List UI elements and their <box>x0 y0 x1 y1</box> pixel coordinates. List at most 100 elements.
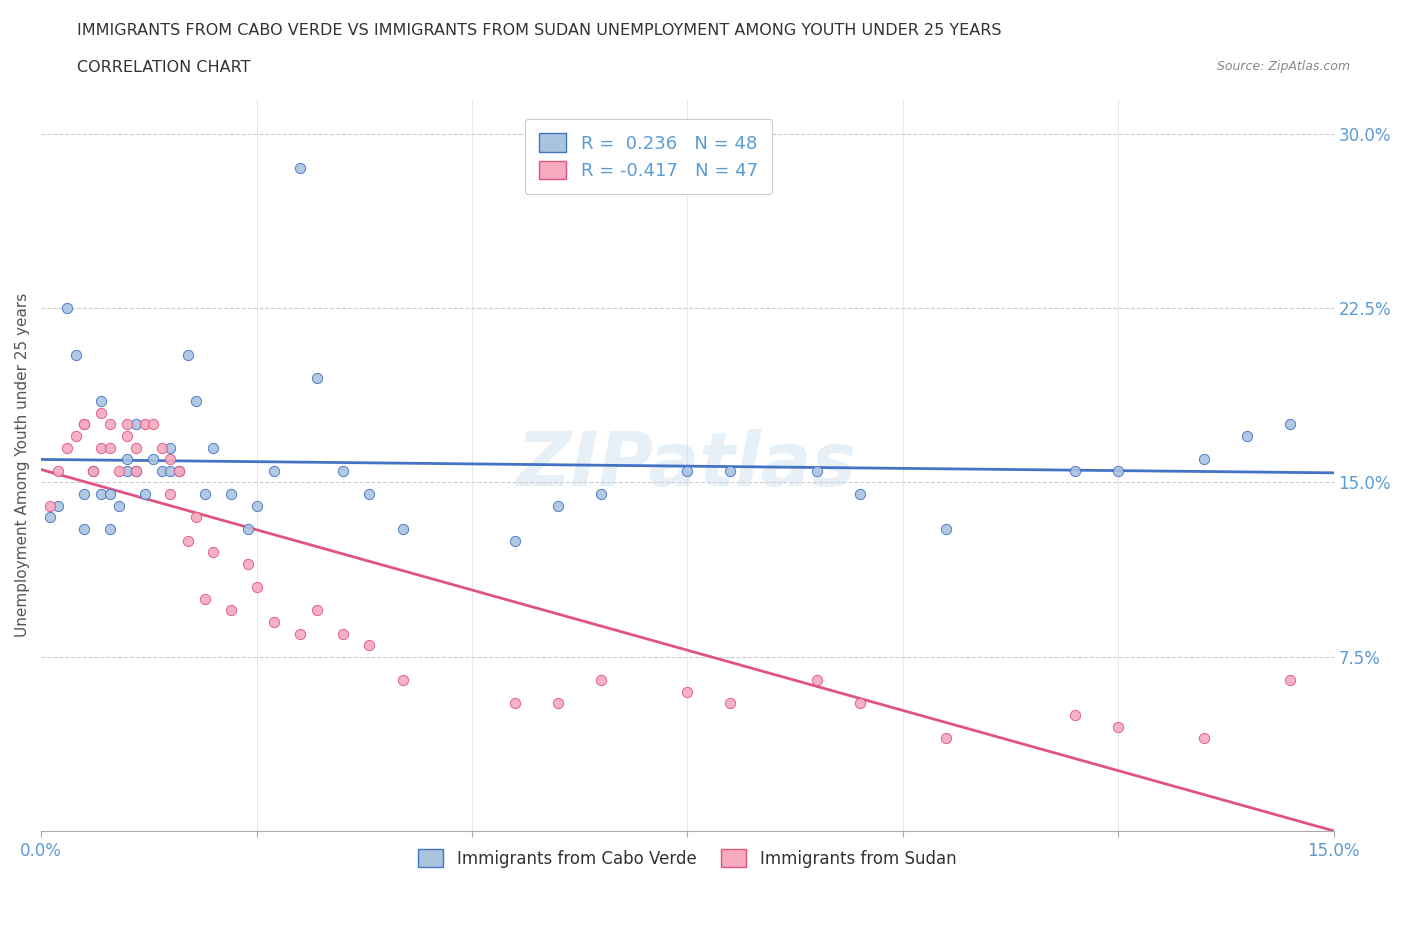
Point <box>125 417 148 432</box>
Point <box>176 533 198 548</box>
Point <box>806 463 828 478</box>
Point <box>159 486 181 501</box>
Point <box>202 545 225 560</box>
Point <box>117 452 139 467</box>
Point <box>98 522 121 537</box>
Point <box>134 486 156 501</box>
Point <box>38 498 60 513</box>
Text: ZIPatlas: ZIPatlas <box>517 429 858 501</box>
Point <box>935 731 957 746</box>
Point <box>90 393 112 408</box>
Point <box>117 463 139 478</box>
Point <box>73 486 96 501</box>
Point <box>202 440 225 455</box>
Point <box>56 300 79 315</box>
Point <box>117 429 139 444</box>
Point <box>167 463 190 478</box>
Point <box>73 417 96 432</box>
Point <box>245 579 267 594</box>
Point <box>82 463 104 478</box>
Point <box>1279 417 1302 432</box>
Point <box>676 684 699 699</box>
Point <box>107 498 129 513</box>
Point <box>1064 463 1087 478</box>
Point <box>98 417 121 432</box>
Point <box>392 522 415 537</box>
Point <box>357 486 380 501</box>
Point <box>1107 463 1129 478</box>
Point <box>288 626 311 641</box>
Point <box>219 486 242 501</box>
Point <box>38 510 60 525</box>
Point <box>125 463 148 478</box>
Point <box>263 463 285 478</box>
Point <box>56 440 79 455</box>
Point <box>186 510 208 525</box>
Point <box>676 463 699 478</box>
Point <box>1279 672 1302 687</box>
Point <box>332 626 354 641</box>
Point <box>591 486 613 501</box>
Point <box>503 696 526 711</box>
Point <box>1194 452 1216 467</box>
Point <box>219 603 242 618</box>
Point <box>65 347 87 362</box>
Point <box>357 638 380 653</box>
Point <box>194 591 217 606</box>
Point <box>167 463 190 478</box>
Point <box>1064 708 1087 723</box>
Y-axis label: Unemployment Among Youth under 25 years: Unemployment Among Youth under 25 years <box>15 293 30 637</box>
Point <box>1236 429 1258 444</box>
Point <box>150 440 173 455</box>
Point <box>718 696 741 711</box>
Text: CORRELATION CHART: CORRELATION CHART <box>77 60 250 75</box>
Point <box>117 417 139 432</box>
Point <box>73 522 96 537</box>
Point <box>245 498 267 513</box>
Point <box>46 463 69 478</box>
Point <box>263 615 285 630</box>
Point <box>98 486 121 501</box>
Point <box>98 440 121 455</box>
Point <box>1107 719 1129 734</box>
Point <box>305 370 328 385</box>
Point <box>503 533 526 548</box>
Point <box>591 672 613 687</box>
Point <box>935 522 957 537</box>
Point <box>73 417 96 432</box>
Point <box>107 463 129 478</box>
Legend: Immigrants from Cabo Verde, Immigrants from Sudan: Immigrants from Cabo Verde, Immigrants f… <box>412 843 963 874</box>
Point <box>90 486 112 501</box>
Point <box>806 672 828 687</box>
Point <box>82 463 104 478</box>
Point <box>305 603 328 618</box>
Point <box>392 672 415 687</box>
Point <box>159 440 181 455</box>
Point <box>142 452 165 467</box>
Point <box>134 417 156 432</box>
Point <box>547 696 569 711</box>
Point <box>236 522 259 537</box>
Point <box>90 405 112 420</box>
Point <box>159 463 181 478</box>
Point <box>65 429 87 444</box>
Text: IMMIGRANTS FROM CABO VERDE VS IMMIGRANTS FROM SUDAN UNEMPLOYMENT AMONG YOUTH UND: IMMIGRANTS FROM CABO VERDE VS IMMIGRANTS… <box>77 23 1002 38</box>
Text: Source: ZipAtlas.com: Source: ZipAtlas.com <box>1216 60 1350 73</box>
Point <box>176 347 198 362</box>
Point <box>159 452 181 467</box>
Point <box>46 498 69 513</box>
Point <box>125 440 148 455</box>
Point <box>194 486 217 501</box>
Point <box>186 393 208 408</box>
Point <box>332 463 354 478</box>
Point <box>90 440 112 455</box>
Point <box>547 498 569 513</box>
Point <box>150 463 173 478</box>
Point <box>718 463 741 478</box>
Point <box>848 696 870 711</box>
Point <box>1194 731 1216 746</box>
Point <box>142 417 165 432</box>
Point <box>125 463 148 478</box>
Point <box>288 161 311 176</box>
Point <box>236 556 259 571</box>
